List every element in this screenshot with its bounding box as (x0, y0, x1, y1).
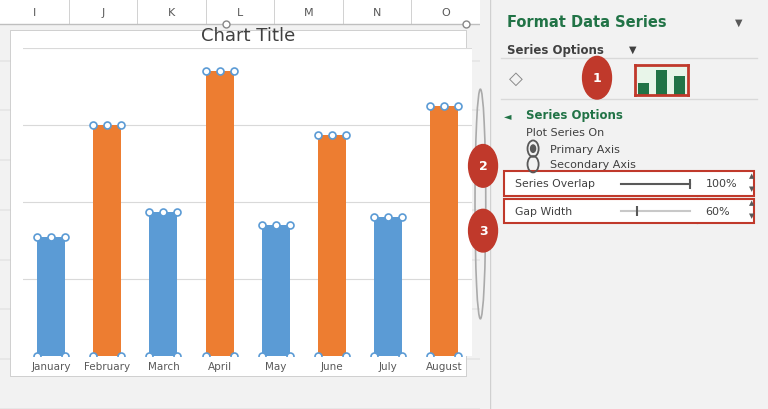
Text: L: L (237, 8, 243, 18)
Text: K: K (167, 8, 175, 18)
Text: 2: 2 (478, 160, 488, 173)
Text: I: I (33, 8, 36, 18)
Bar (638, 83, 649, 96)
Text: N: N (373, 8, 382, 18)
Circle shape (468, 145, 498, 188)
Circle shape (531, 146, 535, 153)
Bar (430, 107, 458, 356)
Text: Series Overlap: Series Overlap (515, 179, 595, 189)
Bar (374, 218, 402, 356)
Bar (206, 72, 233, 356)
Title: Chart Title: Chart Title (200, 27, 295, 45)
Text: Format Data Series: Format Data Series (507, 15, 667, 30)
Text: ▼: ▼ (749, 186, 754, 191)
Text: ◇: ◇ (509, 70, 523, 88)
FancyBboxPatch shape (504, 172, 754, 196)
Text: ▼: ▼ (735, 18, 742, 27)
Text: 3: 3 (478, 225, 488, 238)
Bar (93, 126, 121, 356)
Text: ▼: ▼ (629, 45, 637, 55)
Text: ▲: ▲ (749, 200, 754, 206)
Text: Primary Axis: Primary Axis (550, 144, 620, 154)
Bar (656, 71, 667, 96)
Text: M: M (304, 8, 313, 18)
FancyBboxPatch shape (504, 199, 754, 224)
Bar (37, 237, 65, 356)
Bar (150, 212, 177, 356)
FancyBboxPatch shape (0, 0, 480, 25)
Text: J: J (101, 8, 104, 18)
Text: ▲: ▲ (749, 173, 754, 178)
Text: 60%: 60% (706, 207, 730, 216)
Bar (318, 135, 346, 356)
Text: Series Options: Series Options (507, 43, 604, 56)
Text: ▼: ▼ (749, 213, 754, 219)
Bar (674, 77, 685, 96)
Circle shape (583, 57, 611, 100)
FancyBboxPatch shape (9, 31, 465, 376)
Text: Plot Series On: Plot Series On (526, 128, 604, 138)
Bar (262, 225, 290, 356)
Text: ◄: ◄ (504, 110, 511, 120)
Text: Secondary Axis: Secondary Axis (550, 160, 636, 170)
Text: 100%: 100% (706, 179, 737, 189)
Text: 1: 1 (593, 72, 601, 85)
Circle shape (468, 210, 498, 252)
Text: Series Options: Series Options (526, 109, 623, 122)
Text: O: O (442, 8, 450, 18)
Text: Gap Width: Gap Width (515, 207, 572, 216)
